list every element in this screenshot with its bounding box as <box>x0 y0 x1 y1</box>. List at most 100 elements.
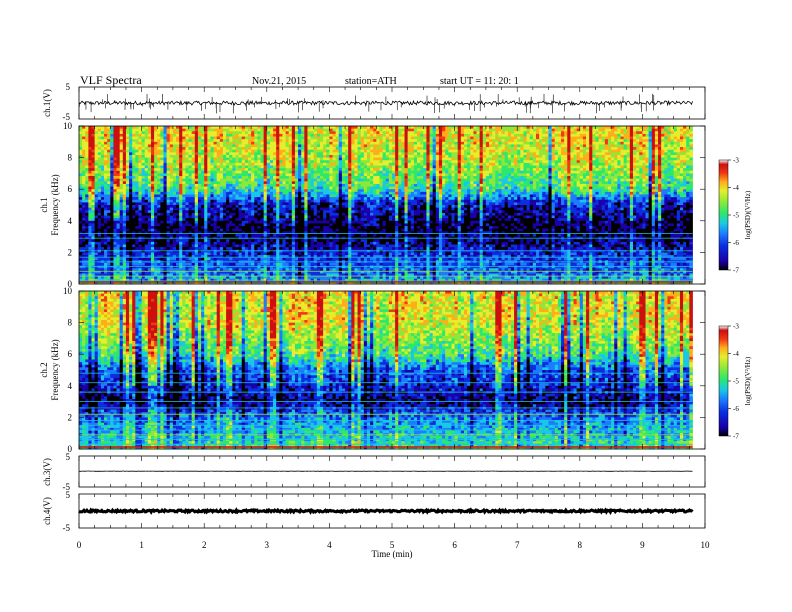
spectrogram-cell <box>223 258 227 261</box>
spectrogram-cell <box>123 187 127 190</box>
spectrogram-cell <box>176 205 180 208</box>
spectrogram-cell <box>307 208 311 211</box>
spectrogram-cell <box>164 192 168 195</box>
spectrogram-cell <box>167 213 171 216</box>
spectrogram-cell <box>135 202 139 205</box>
spectrogram-cell <box>207 189 211 192</box>
spectrogram-cell <box>135 218 139 221</box>
spectrogram-cell <box>148 129 152 132</box>
spectrogram-cell <box>176 173 180 176</box>
spectrogram-cell <box>276 210 280 213</box>
spectrogram-cell <box>92 163 96 166</box>
spectrogram-cell <box>157 184 161 187</box>
spectrogram-cell <box>276 173 280 176</box>
spectrogram-cell <box>220 134 224 137</box>
spectrogram-cell <box>204 152 208 155</box>
spectrogram-cell <box>229 131 233 134</box>
spectrogram-cell <box>279 192 283 195</box>
spectrogram-cell <box>85 163 89 166</box>
spectrogram-cell <box>101 176 105 179</box>
spectrogram-cell <box>201 179 205 182</box>
spectrogram-cell <box>264 255 268 258</box>
spectrogram-cell <box>189 129 193 132</box>
spectrogram-cell <box>192 231 196 234</box>
spectrogram-cell <box>207 229 211 232</box>
spectrogram-cell <box>138 226 142 229</box>
spectrogram-cell <box>236 250 240 253</box>
spectrogram-cell <box>117 152 121 155</box>
spectrogram-cell <box>261 255 265 258</box>
spectrogram-cell <box>214 171 218 174</box>
spectrogram-cell <box>217 205 221 208</box>
spectrogram-cell <box>195 137 199 140</box>
spectrogram-cell <box>107 131 111 134</box>
spectrogram-cell <box>101 245 105 248</box>
spectrogram-cell <box>326 184 330 187</box>
spectrogram-cell <box>142 210 146 213</box>
spectrogram-cell <box>113 152 117 155</box>
spectrogram-cell <box>210 179 214 182</box>
spectrogram-cell <box>261 234 265 237</box>
spectrogram-cell <box>217 194 221 197</box>
spectrogram-cell <box>242 210 246 213</box>
spectrogram-cell <box>214 208 218 211</box>
spectrogram-cell <box>236 234 240 237</box>
spectrogram-cell <box>176 179 180 182</box>
spectrogram-cell <box>304 173 308 176</box>
spectrogram-cell <box>289 252 293 255</box>
spectrogram-cell <box>98 197 102 200</box>
spectrogram-cell <box>170 242 174 245</box>
spectrogram-cell <box>304 160 308 163</box>
spectrogram-cell <box>210 176 214 179</box>
spectrogram-cell <box>286 168 290 171</box>
spectrogram-cell <box>229 226 233 229</box>
spectrogram-cell <box>129 242 133 245</box>
spectrogram-cell <box>223 268 227 271</box>
spectrogram-cell <box>217 179 221 182</box>
spectrogram-cell <box>314 226 318 229</box>
spectrogram-cell <box>88 142 92 145</box>
spectrogram-cell <box>289 210 293 213</box>
spectrogram-cell <box>182 134 186 137</box>
spectrogram-cell <box>129 200 133 203</box>
spectrogram-cell <box>214 239 218 242</box>
spectrogram-cell <box>264 147 268 150</box>
spectrogram-cell <box>142 239 146 242</box>
spectrogram-cell <box>270 158 274 161</box>
spectrogram-cell <box>264 247 268 250</box>
spectrogram-cell <box>317 205 321 208</box>
spectrogram-cell <box>226 234 230 237</box>
spectrogram-cell <box>126 189 130 192</box>
spectrogram-cell <box>170 163 174 166</box>
spectrogram-cell <box>210 268 214 271</box>
spectrogram-cell <box>289 231 293 234</box>
spectrogram-cell <box>236 163 240 166</box>
spectrogram-cell <box>167 184 171 187</box>
spectrogram-cell <box>132 218 136 221</box>
spectrogram-cell <box>110 255 114 258</box>
spectrogram-cell <box>113 247 117 250</box>
spectrogram-cell <box>170 231 174 234</box>
spectrogram-cell <box>236 200 240 203</box>
spectrogram-cell <box>270 239 274 242</box>
spectrogram-cell <box>264 202 268 205</box>
spectrogram-cell <box>195 218 199 221</box>
spectrogram-cell <box>151 150 155 153</box>
spectrogram-cell <box>220 234 224 237</box>
spectrogram-cell <box>273 213 277 216</box>
spectrogram-cell <box>198 144 202 147</box>
spectrogram-cell <box>304 179 308 182</box>
spectrogram-cell <box>289 142 293 145</box>
spectrogram-cell <box>95 166 99 169</box>
spectrogram-cell <box>182 197 186 200</box>
spectrogram-cell <box>164 197 168 200</box>
spectrogram-cell <box>138 155 142 158</box>
spectrogram-cell <box>282 150 286 153</box>
spectrogram-cell <box>295 226 299 229</box>
spectrogram-cell <box>160 242 164 245</box>
spectrogram-cell <box>292 152 296 155</box>
spectrogram-cell <box>117 134 121 137</box>
spectrogram-cell <box>236 242 240 245</box>
spectrogram-cell <box>135 139 139 142</box>
spectrogram-cell <box>307 173 311 176</box>
